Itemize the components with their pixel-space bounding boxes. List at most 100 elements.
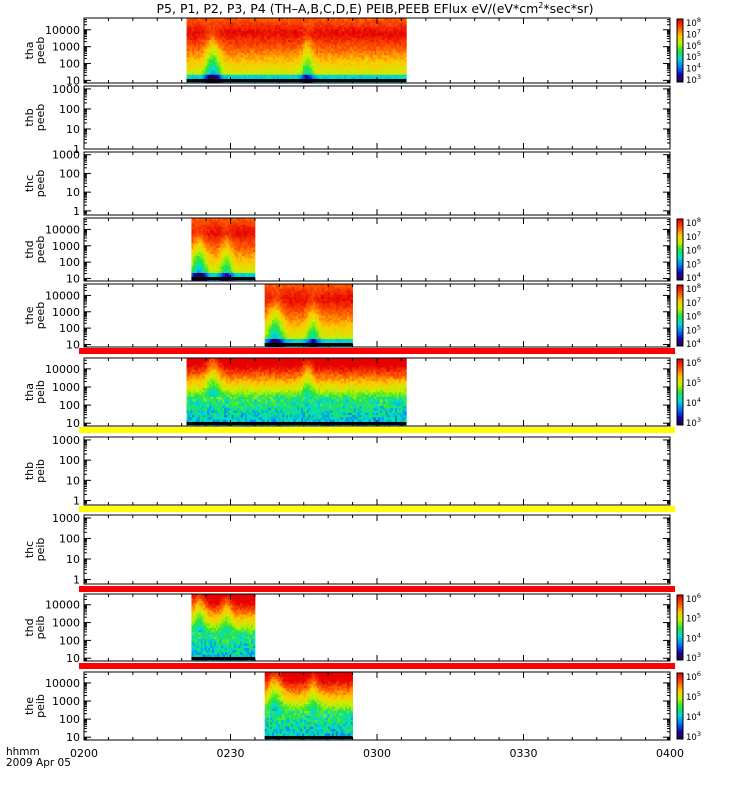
heatmap-cell (271, 61, 274, 64)
heatmap-cell (253, 270, 256, 273)
heatmap-cell (378, 59, 381, 62)
heatmap-cell (205, 57, 208, 60)
heatmap-cell (210, 59, 214, 62)
heatmap-cell (252, 74, 255, 77)
heatmap-cell (301, 41, 304, 45)
heatmap-cell (195, 264, 198, 267)
heatmap-cell (232, 236, 235, 240)
heatmap-cell (259, 67, 263, 71)
heatmap-cell (211, 232, 215, 236)
heatmap-cell (398, 46, 402, 49)
heatmap-cell (385, 46, 388, 49)
heatmap-cell (203, 48, 206, 51)
heatmap-cell (385, 57, 388, 60)
heatmap-cell (220, 26, 223, 30)
heatmap-cell (346, 18, 349, 21)
heatmap-cell (364, 54, 368, 58)
heatmap-cell (244, 70, 248, 73)
heatmap-cell (251, 239, 254, 242)
heatmap-cell (222, 61, 225, 64)
heatmap-cell (199, 44, 202, 47)
heatmap-cell (383, 24, 387, 28)
heatmap-cell (238, 278, 241, 282)
heatmap-cell (208, 232, 211, 236)
heatmap-cell (318, 46, 321, 49)
heatmap-cell (191, 260, 194, 263)
heatmap-cell (299, 20, 302, 23)
heatmap-cell (327, 74, 330, 77)
heatmap-cell (387, 46, 390, 49)
heatmap-cell (253, 230, 256, 234)
heatmap-cell (297, 59, 300, 62)
heatmap-cell (272, 35, 276, 38)
heatmap-cell (291, 20, 295, 23)
heatmap-cell (211, 251, 215, 255)
heatmap-cell (301, 57, 304, 60)
heatmap-cell (228, 230, 232, 234)
heatmap-cell (211, 226, 215, 229)
heatmap-cell (368, 39, 372, 43)
heatmap-cell (228, 245, 232, 248)
heatmap-cell (361, 61, 364, 64)
heatmap-cell (349, 48, 353, 51)
heatmap-cell (214, 18, 217, 21)
heatmap-cell (188, 48, 191, 51)
heatmap-cell (316, 44, 319, 47)
heatmap-cell (222, 26, 225, 30)
heatmap-cell (366, 33, 370, 36)
heatmap-cell (246, 70, 249, 73)
heatmap-cell (245, 234, 248, 238)
heatmap-cell (265, 39, 268, 43)
heatmap-cell (303, 50, 306, 54)
heatmap-cell (224, 44, 227, 47)
heatmap-cell (344, 61, 347, 64)
heatmap-cell (237, 46, 240, 49)
heatmap-cell (241, 74, 244, 77)
heatmap-cell (271, 35, 274, 38)
heatmap-cell (197, 41, 201, 45)
heatmap-cell (389, 48, 392, 51)
heatmap-cell (303, 70, 306, 73)
heatmap-cell (212, 41, 216, 45)
heatmap-cell (359, 24, 362, 28)
heatmap-cell (400, 22, 403, 25)
heatmap-cell (236, 251, 239, 255)
heatmap-cell (348, 76, 351, 80)
heatmap-cell (318, 33, 321, 36)
heatmap-cell (272, 65, 276, 69)
heatmap-cell (301, 65, 304, 69)
heatmap-cell (224, 54, 227, 58)
heatmap-cell (234, 257, 237, 261)
heatmap-cell (228, 239, 232, 242)
heatmap-cell (234, 255, 237, 259)
heatmap-cell (363, 50, 366, 54)
heatmap-cell (402, 72, 405, 75)
heatmap-cell (202, 247, 205, 250)
heatmap-cell (308, 22, 311, 25)
heatmap-cell (211, 278, 215, 282)
heatmap-cell (208, 245, 211, 248)
heatmap-cell (199, 61, 202, 64)
heatmap-cell (340, 33, 343, 36)
heatmap-cell (374, 72, 377, 75)
heatmap-cell (199, 41, 202, 45)
heatmap-cell (191, 222, 194, 225)
heatmap-cell (224, 61, 227, 64)
heatmap-cell (363, 54, 366, 58)
heatmap-cell (267, 33, 270, 36)
heatmap-cell (230, 260, 233, 263)
heatmap-cell (381, 28, 385, 32)
heatmap-cell (361, 52, 364, 56)
heatmap-cell (323, 57, 326, 60)
heatmap-cell (265, 59, 268, 62)
heatmap-cell (346, 61, 349, 64)
heatmap-cell (230, 232, 233, 236)
heatmap-cell (276, 70, 279, 73)
heatmap-cell (251, 241, 254, 244)
heatmap-cell (249, 272, 252, 276)
heatmap-cell (198, 272, 202, 276)
heatmap-cell (331, 80, 334, 84)
heatmap-cell (241, 255, 245, 259)
heatmap-cell (395, 31, 398, 34)
heatmap-cell (239, 28, 242, 32)
